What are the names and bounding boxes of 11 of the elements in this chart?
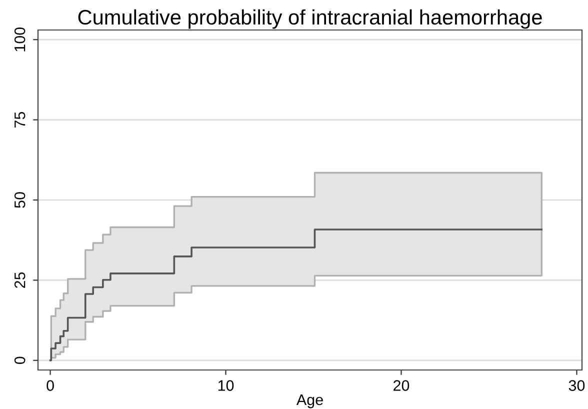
y-tick-label: 100 [14, 27, 26, 52]
y-tick-label: 50 [14, 192, 26, 208]
x-axis-title: Age [296, 394, 323, 408]
y-tick-label: 25 [14, 272, 26, 288]
x-tick-label: 20 [394, 380, 410, 391]
y-tick-label: 0 [14, 356, 26, 364]
x-tick-label: 30 [568, 380, 585, 391]
y-tick-label: 75 [14, 112, 26, 128]
x-tick-label: 10 [218, 380, 234, 391]
x-tick-label: 0 [46, 380, 54, 391]
chart-title: Cumulative probability of intracranial haemorrhage [78, 9, 542, 29]
